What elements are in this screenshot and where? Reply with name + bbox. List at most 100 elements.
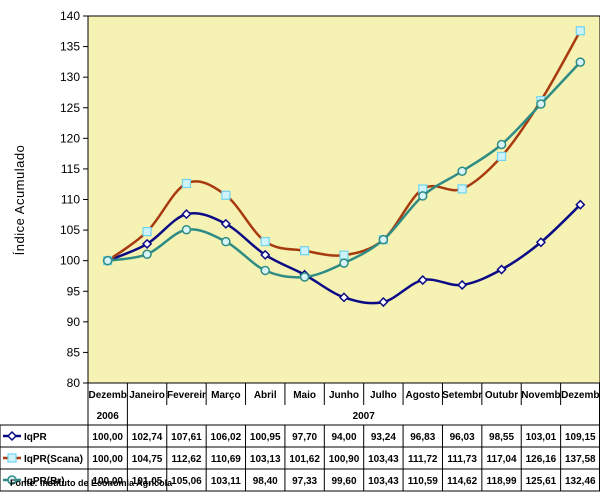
data-point xyxy=(102,255,113,266)
legend-key-marker xyxy=(7,453,17,463)
y-tick-label: 90 xyxy=(67,315,81,329)
data-label: 111,73 xyxy=(447,454,477,465)
y-tick-label: 120 xyxy=(60,131,80,145)
data-point xyxy=(457,184,467,194)
data-point xyxy=(142,249,152,259)
data-point xyxy=(338,292,350,303)
data-point xyxy=(575,57,586,67)
y-tick-label: 115 xyxy=(61,162,80,176)
data-label: 106,02 xyxy=(211,432,242,443)
data-label: 118,99 xyxy=(487,476,517,487)
data-point xyxy=(575,199,586,210)
data-point xyxy=(221,236,231,247)
data-label: 103,13 xyxy=(250,454,281,465)
data-point xyxy=(496,151,507,162)
data-point xyxy=(496,264,507,275)
x-category-label: Março xyxy=(211,390,240,401)
x-category-label: Setembr xyxy=(442,390,482,401)
data-label: 112,62 xyxy=(171,454,201,465)
data-label: 109,15 xyxy=(565,432,596,443)
data-point xyxy=(142,238,153,249)
x-category-label: Junho xyxy=(329,390,359,401)
data-label: 100,90 xyxy=(329,454,360,465)
data-point xyxy=(575,26,585,36)
y-tick-label: 130 xyxy=(60,70,80,84)
x-category-label: Maio xyxy=(293,390,316,401)
data-label: 103,01 xyxy=(526,432,557,443)
y-tick-label: 95 xyxy=(67,284,81,298)
x-category-label: Novemb xyxy=(521,390,560,401)
data-label: 97,33 xyxy=(292,476,317,487)
data-label: 125,61 xyxy=(526,476,557,487)
data-point xyxy=(181,178,192,189)
data-table: Dezemb Janeiro Fevereir Março Abril Maio Junho… xyxy=(0,382,600,492)
data-label: 96,03 xyxy=(450,432,475,443)
y-tick-label: 125 xyxy=(60,101,80,115)
data-point xyxy=(339,258,349,268)
data-point xyxy=(260,265,270,276)
data-point xyxy=(457,166,467,176)
legend-key-marker xyxy=(6,430,18,442)
data-point xyxy=(536,99,546,109)
data-point xyxy=(181,224,192,235)
data-point xyxy=(457,279,468,291)
data-point xyxy=(378,234,389,245)
data-label: 100,00 xyxy=(92,476,123,487)
data-label: 117,04 xyxy=(487,454,517,465)
x-category-label: Dezemb xyxy=(561,390,599,401)
data-label: 97,70 xyxy=(292,432,317,443)
data-point xyxy=(181,209,192,220)
data-point xyxy=(221,190,231,200)
y-tick-label: 140 xyxy=(60,9,80,23)
legend-series-name: IqPR(Br) xyxy=(24,476,65,487)
data-point xyxy=(535,237,546,248)
data-point xyxy=(260,236,270,247)
data-label: 105,06 xyxy=(171,476,202,487)
data-label: 100,00 xyxy=(92,432,123,443)
data-label: 132,46 xyxy=(565,476,596,487)
data-point xyxy=(378,296,389,308)
data-label: 103,11 xyxy=(211,476,241,487)
data-label: 93,24 xyxy=(371,432,396,443)
series-2 xyxy=(102,57,586,282)
data-label: 137,58 xyxy=(565,454,596,465)
y-tick-label: 135 xyxy=(60,40,80,54)
x-category-label: Julho xyxy=(370,390,397,401)
y-tick-label: 80 xyxy=(67,376,81,390)
y-tick-label: 100 xyxy=(60,254,80,268)
data-label: 94,00 xyxy=(331,432,356,443)
data-label: 126,16 xyxy=(526,454,557,465)
legend-series-name: IqPR xyxy=(24,432,48,443)
data-label: 96,83 xyxy=(410,432,435,443)
data-label: 111,72 xyxy=(408,454,438,465)
data-label: 100,95 xyxy=(250,432,281,443)
data-point xyxy=(300,246,310,256)
data-label: 102,74 xyxy=(132,432,163,443)
series-0 xyxy=(102,199,586,308)
plot-area xyxy=(87,15,600,384)
y-tick-label: 110 xyxy=(61,193,80,207)
plot-background xyxy=(87,15,600,384)
data-label: 98,40 xyxy=(253,476,278,487)
x-category-label: Fevereir xyxy=(167,390,206,401)
data-label: 107,61 xyxy=(171,432,202,443)
data-label: 99,60 xyxy=(331,476,356,487)
data-label: 104,75 xyxy=(132,454,163,465)
x-category-label: Abril xyxy=(254,390,277,401)
x-category-label: Janeiro xyxy=(129,390,165,401)
data-point xyxy=(417,274,428,286)
data-label: 110,69 xyxy=(211,454,241,465)
y-tick-label: 85 xyxy=(67,345,81,359)
x-year-label: 2007 xyxy=(353,411,376,422)
data-label: 103,43 xyxy=(368,476,399,487)
data-point xyxy=(299,272,310,282)
legend-series-name: IqPR(Scana) xyxy=(24,454,83,465)
y-tick-label: 105 xyxy=(60,223,80,237)
source-note: Fonte: Instituto de Economia Agrícola xyxy=(10,478,173,488)
data-point xyxy=(260,249,271,260)
x-category-label: Outubr xyxy=(485,390,518,401)
data-label: 103,43 xyxy=(368,454,399,465)
x-year-label: 2006 xyxy=(97,411,120,422)
x-category-label: Dezemb xyxy=(89,390,127,401)
